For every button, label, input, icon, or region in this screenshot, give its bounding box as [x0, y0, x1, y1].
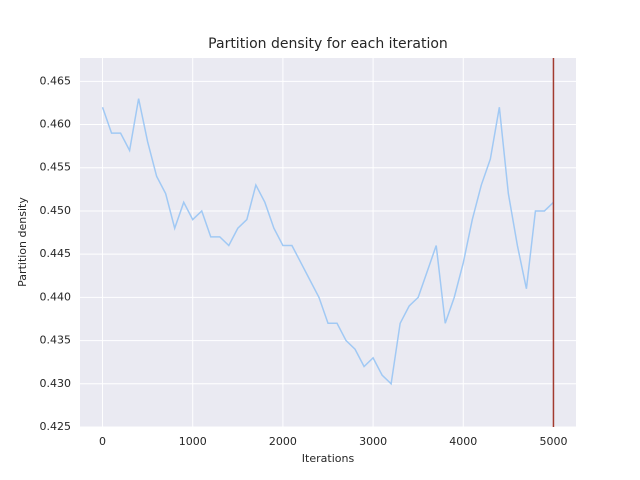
y-tick-label: 0.425	[40, 420, 72, 433]
y-tick-label: 0.460	[40, 118, 72, 131]
y-tick-label: 0.445	[40, 247, 72, 260]
series-line	[101, 98, 554, 386]
chart-title: Partition density for each iteration	[208, 36, 448, 52]
x-tick-label: 5000	[539, 435, 567, 448]
x-tick-label: 3000	[359, 435, 387, 448]
x-tick-label: 1000	[179, 435, 207, 448]
x-axis-label: Iterations	[302, 452, 355, 465]
y-tick-label: 0.435	[40, 334, 72, 347]
y-tick-label: 0.440	[40, 290, 72, 303]
x-tick-label: 2000	[269, 435, 297, 448]
y-tick-label: 0.465	[40, 74, 72, 87]
y-tick-label: 0.450	[40, 204, 72, 217]
plot-area	[80, 58, 576, 427]
y-axis-label: Partition density	[16, 197, 29, 287]
y-tick-label: 0.430	[40, 377, 72, 390]
x-tick-label: 0	[99, 435, 106, 448]
y-tick-label: 0.455	[40, 161, 72, 174]
x-tick-label: 4000	[449, 435, 477, 448]
